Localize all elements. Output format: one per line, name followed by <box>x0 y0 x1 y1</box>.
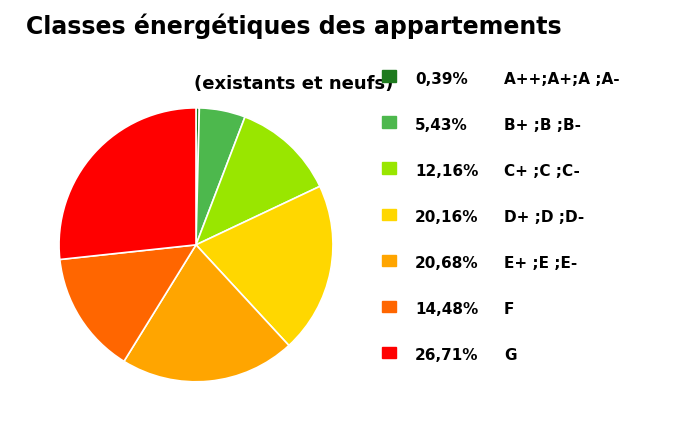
Text: (existants et neufs): (existants et neufs) <box>195 74 393 92</box>
Text: G: G <box>504 347 517 362</box>
Wedge shape <box>59 109 196 260</box>
Text: 12,16%: 12,16% <box>415 163 479 178</box>
Text: 26,71%: 26,71% <box>415 347 479 362</box>
Text: F: F <box>504 301 514 316</box>
Wedge shape <box>196 187 333 346</box>
Wedge shape <box>124 245 289 382</box>
Text: 20,16%: 20,16% <box>415 209 479 224</box>
Text: 14,48%: 14,48% <box>415 301 478 316</box>
Text: D+ ;D ;D-: D+ ;D ;D- <box>504 209 584 224</box>
Text: C+ ;C ;C-: C+ ;C ;C- <box>504 163 580 178</box>
Text: Classes énergétiques des appartements: Classes énergétiques des appartements <box>26 13 562 39</box>
Text: 5,43%: 5,43% <box>415 117 468 132</box>
Wedge shape <box>196 118 320 245</box>
Text: B+ ;B ;B-: B+ ;B ;B- <box>504 117 581 132</box>
Wedge shape <box>196 109 200 245</box>
Text: E+ ;E ;E-: E+ ;E ;E- <box>504 255 578 270</box>
Wedge shape <box>60 245 196 361</box>
Text: A++;A+;A ;A-: A++;A+;A ;A- <box>504 71 620 86</box>
Wedge shape <box>196 109 245 245</box>
Text: 0,39%: 0,39% <box>415 71 468 86</box>
Text: 20,68%: 20,68% <box>415 255 479 270</box>
